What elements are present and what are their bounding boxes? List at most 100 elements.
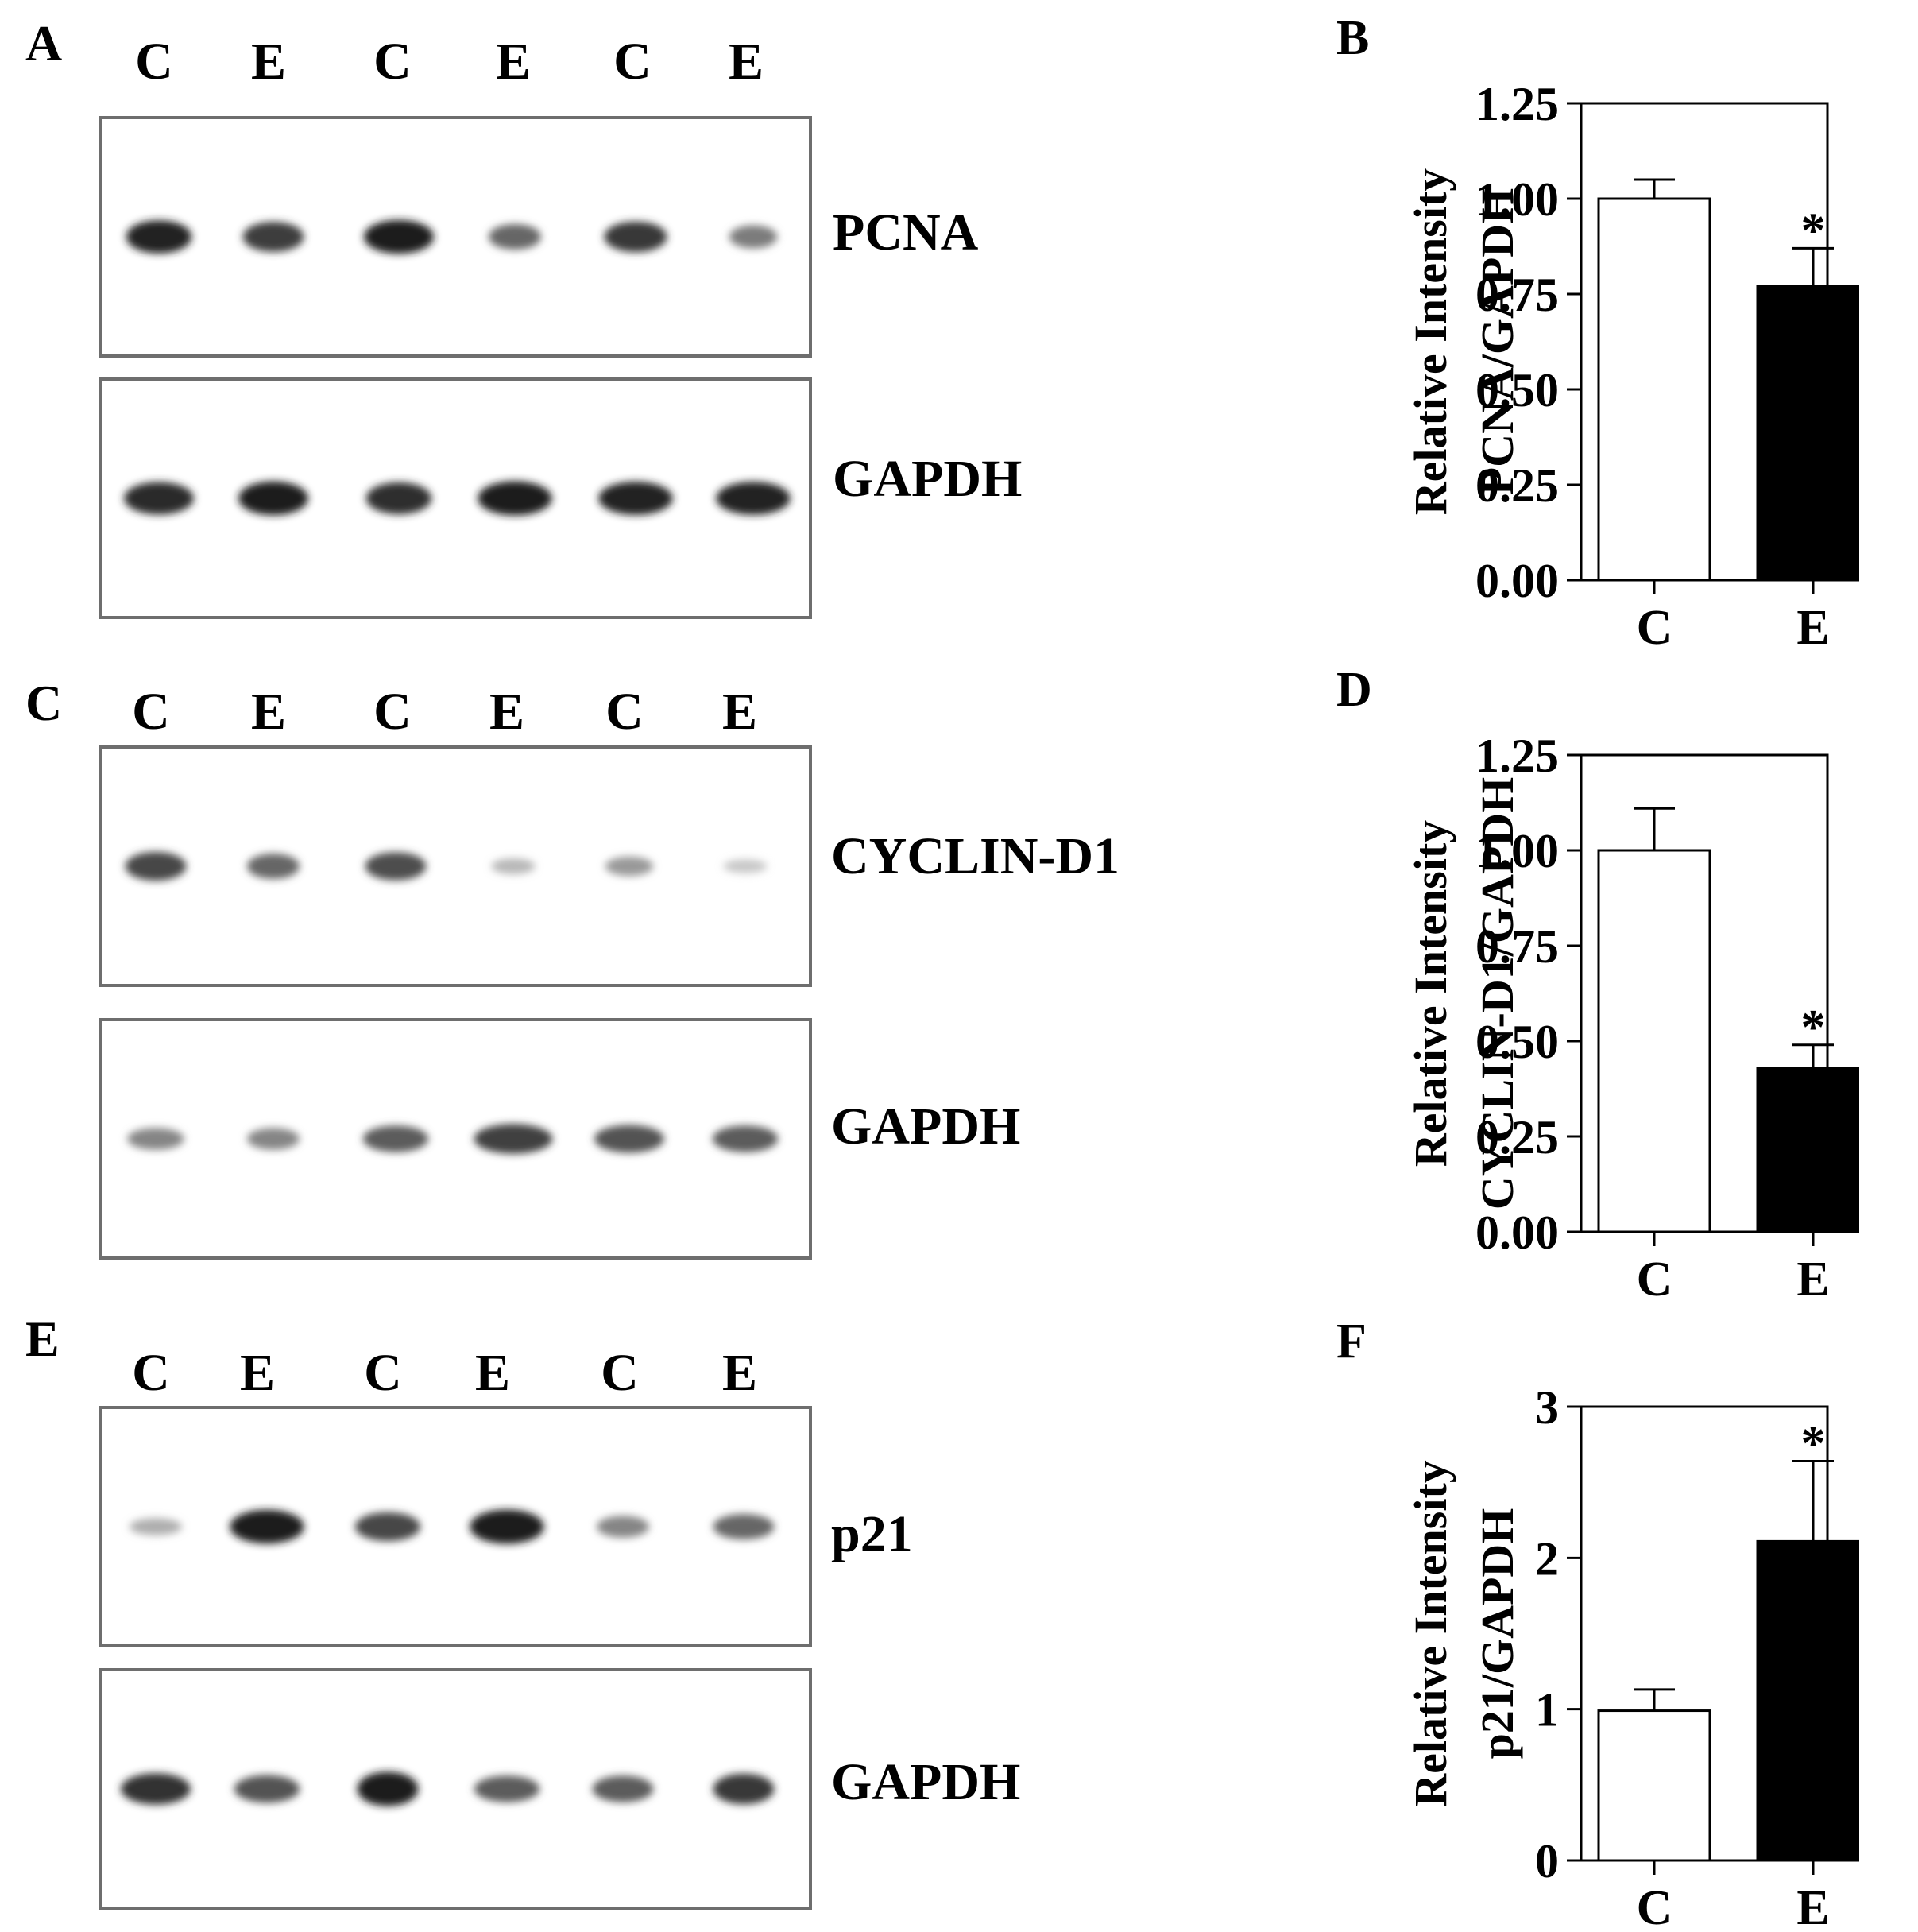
blot-band: [354, 1512, 421, 1542]
blot-band: [716, 482, 791, 515]
y-axis-label: PCNA/GAPDH: [1471, 188, 1523, 496]
blot-strip-p21: [99, 1406, 812, 1647]
lane-label: E: [474, 1344, 511, 1402]
y-tick-label: 2: [1535, 1532, 1559, 1585]
blot-band: [124, 482, 194, 515]
lane-label: E: [250, 33, 287, 91]
blot-band: [712, 1125, 779, 1152]
y-axis-label: CYCLIN-D1/GAPDH: [1471, 777, 1523, 1210]
y-tick-label: 0: [1535, 1835, 1559, 1887]
bar-e: [1756, 285, 1859, 582]
blot-band: [247, 854, 300, 879]
protein-label-p21: p21: [831, 1505, 913, 1563]
blot-strip-pcna: [99, 116, 812, 358]
y-tick-label: 1.25: [1475, 78, 1559, 130]
lane-label: E: [239, 1344, 276, 1402]
panel-letter: F: [1336, 1314, 1367, 1369]
bar-chart-b: B 0.00 0.25 0.50 0.75 1.00 1.25 Relative Intens…: [1336, 11, 1859, 652]
panel-letter: D: [1336, 663, 1372, 717]
blot-strip-cyclin-d1: [99, 745, 812, 987]
y-tick-label: 1.25: [1475, 730, 1559, 782]
y-tick-label: 0.25: [1475, 459, 1559, 512]
blot-band: [605, 856, 654, 877]
blot-band: [130, 1518, 182, 1535]
lane-label: E: [489, 683, 525, 741]
lane-label: C: [605, 683, 644, 741]
protein-label-gapdh: GAPDH: [831, 1098, 1021, 1156]
blot-strip-gapdh: [99, 1018, 812, 1260]
blot-band: [713, 1514, 775, 1539]
y-tick-label: 1.00: [1475, 173, 1559, 226]
blot-band: [598, 482, 673, 515]
blot-band: [594, 1125, 664, 1153]
x-tick-label: E: [1796, 1881, 1829, 1932]
bar-e: [1756, 1067, 1859, 1233]
blot-band: [121, 1773, 191, 1805]
blot-band: [723, 859, 768, 873]
blot-band: [362, 1125, 429, 1152]
blot-band: [470, 1509, 544, 1544]
lane-label: C: [601, 1344, 639, 1402]
blot-band: [238, 481, 308, 516]
lane-label: C: [132, 683, 170, 741]
lane-label: E: [721, 1344, 758, 1402]
blot-strip-gapdh: [99, 377, 812, 619]
y-tick-label: 1.00: [1475, 825, 1559, 877]
blot-band: [604, 221, 667, 253]
y-tick-label: 1: [1535, 1684, 1559, 1736]
y-tick-label: 0.50: [1475, 364, 1559, 416]
protein-label-gapdh: GAPDH: [831, 1753, 1021, 1811]
lane-label: C: [364, 1344, 402, 1402]
y-axis-label: Relative Intensity: [1405, 820, 1456, 1167]
blot-band: [478, 481, 552, 516]
x-tick-label: E: [1796, 1253, 1829, 1303]
x-tick-label: C: [1637, 1881, 1672, 1932]
blot-band: [597, 1516, 649, 1538]
blot-band: [364, 219, 434, 254]
lane-label: C: [135, 33, 173, 91]
x-tick-label: E: [1796, 601, 1829, 652]
lane-label: E: [250, 683, 287, 741]
lane-label: C: [373, 33, 412, 91]
lane-label: E: [728, 33, 764, 91]
y-axis-label: Relative Intensity: [1405, 168, 1456, 516]
x-tick-label: C: [1637, 1253, 1672, 1303]
y-tick-label: 3: [1535, 1381, 1559, 1434]
blot-band: [247, 1128, 300, 1150]
blot-strip-gapdh: [99, 1668, 812, 1910]
blot-band: [125, 851, 187, 881]
lane-label: C: [373, 683, 412, 741]
y-tick-label: 0.00: [1475, 555, 1559, 607]
y-tick-label: 0.75: [1475, 920, 1559, 973]
significance-marker: *: [1801, 203, 1826, 257]
panel-letter-c: C: [25, 675, 63, 731]
blot-band: [365, 852, 427, 881]
blot-band: [592, 1775, 654, 1802]
y-axis-label: Relative Intensity: [1405, 1460, 1456, 1807]
blot-band: [126, 220, 192, 254]
blot-band: [713, 1773, 775, 1805]
bar-chart-f: F 0 1 2 3 Relative Intensity p21/GAPDH C E *: [1336, 1314, 1859, 1932]
blot-band: [357, 1771, 419, 1806]
protein-label-pcna: PCNA: [833, 203, 979, 261]
bar-c: [1597, 1709, 1711, 1862]
lane-label: C: [132, 1344, 170, 1402]
bar-c: [1597, 197, 1711, 582]
y-tick-label: 0.75: [1475, 269, 1559, 321]
lane-label: E: [721, 683, 758, 741]
panel-letter-a: A: [25, 15, 63, 72]
protein-label-cyclin-d1: CYCLIN-D1: [831, 827, 1119, 885]
blot-band: [729, 225, 778, 249]
blot-band: [230, 1509, 304, 1544]
significance-marker: *: [1801, 1417, 1826, 1471]
lane-label: C: [613, 33, 652, 91]
blot-band: [365, 482, 432, 515]
panel-letter-e: E: [25, 1311, 60, 1367]
blot-band: [474, 1775, 540, 1802]
blot-band: [474, 1124, 553, 1154]
lane-label: E: [495, 33, 532, 91]
bar-e: [1756, 1539, 1859, 1862]
x-tick-label: C: [1637, 601, 1672, 652]
y-tick-label: 0.00: [1475, 1206, 1559, 1259]
panel-letter: B: [1336, 11, 1369, 65]
